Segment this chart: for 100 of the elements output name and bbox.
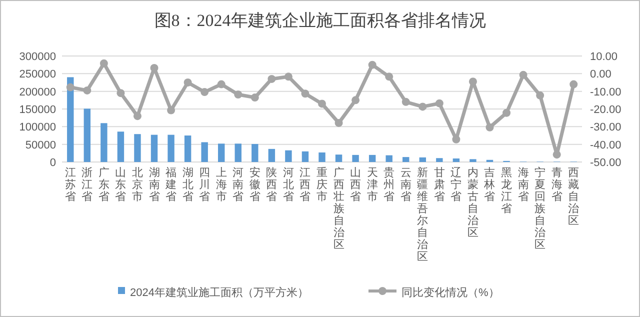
point (100, 59, 108, 68)
bar (470, 159, 476, 162)
point (133, 112, 142, 120)
point (352, 96, 360, 104)
bar (218, 144, 225, 162)
x-tick-label: 新疆维吾尔自治区 (417, 166, 428, 263)
x-tick-label: 广西壮族自治区 (332, 166, 344, 251)
point (167, 106, 176, 114)
bar (84, 108, 91, 162)
x-tick-label: 四川省 (199, 167, 210, 203)
y-tick-label: 100000 (19, 122, 56, 134)
y2-tick-label: 10.00 (590, 51, 618, 63)
x-tick-label: 河北省 (282, 167, 294, 203)
x-tick-label: 云南省 (400, 167, 412, 203)
point (570, 80, 578, 88)
point (301, 90, 310, 98)
point (418, 102, 427, 111)
x-tick-label: 海南省 (518, 167, 529, 203)
bar (419, 157, 426, 162)
x-tick-label: 天津市 (366, 167, 378, 203)
bar (184, 136, 192, 162)
bar (201, 142, 208, 162)
x-tick-label: 河南省 (232, 167, 244, 203)
bar (335, 154, 342, 162)
x-tick-label: 山东省 (115, 166, 126, 203)
point (83, 86, 92, 94)
y-tick-label: 200000 (19, 86, 56, 98)
x-tick-label: 青海省 (551, 166, 562, 203)
x-tick-label: 安徽省 (249, 166, 260, 203)
x-tick-label: 黑龙江省 (501, 167, 512, 215)
bar (268, 148, 276, 162)
point (184, 78, 192, 86)
bar (452, 158, 460, 162)
y2-tick-label: -50.00 (590, 157, 622, 169)
point (250, 94, 259, 102)
y2-tick-label: -10.00 (590, 86, 622, 98)
y2-tick-label: -20.00 (590, 104, 622, 116)
bar (117, 132, 124, 162)
y2-tick-label: 0.00 (590, 68, 612, 81)
point (268, 74, 276, 83)
x-tick-label: 重庆市 (316, 166, 328, 203)
point (402, 98, 410, 106)
x-tick-label: 陕西省 (266, 167, 278, 203)
bar (318, 152, 326, 162)
point (385, 72, 394, 81)
point (368, 60, 376, 69)
y-tick-label: 150000 (19, 104, 56, 116)
x-tick-label: 甘肃省 (434, 166, 445, 203)
point (435, 99, 444, 108)
point (116, 89, 125, 98)
x-tick-label: 江苏省 (64, 167, 76, 203)
point (552, 150, 561, 159)
bar (402, 157, 410, 162)
point (200, 88, 209, 96)
x-tick-label: 广东省 (98, 166, 110, 203)
x-tick-label: 湖北省 (182, 167, 194, 203)
x-tick-label: 上海市 (216, 166, 227, 203)
x-tick-label: 北京市 (132, 166, 143, 203)
bar (134, 134, 141, 162)
y-tick-label: 300000 (19, 51, 56, 63)
bar (386, 155, 392, 162)
bar (252, 144, 258, 162)
x-tick-label: 福建省 (164, 166, 177, 203)
y-tick-label: 50000 (25, 139, 56, 152)
point (502, 108, 511, 117)
bar (285, 150, 292, 162)
y2-tick-label: -30.00 (590, 122, 622, 134)
legend-label: 2024年建筑业施工面积（万平方米） (130, 286, 308, 299)
bar (352, 154, 359, 162)
bar (302, 151, 309, 162)
point (486, 123, 494, 132)
point (334, 118, 343, 127)
bar (436, 158, 443, 162)
bar (234, 144, 242, 162)
bar (368, 154, 376, 162)
point (536, 91, 544, 100)
point (217, 80, 226, 88)
x-tick-label: 辽宁省 (450, 167, 462, 203)
y-tick-label: 250000 (19, 68, 56, 81)
x-tick-label: 西藏自治区 (568, 167, 580, 227)
y2-tick-label: -40.00 (590, 139, 622, 152)
x-tick-label: 贵州省 (384, 166, 395, 203)
point (519, 70, 528, 79)
point (468, 78, 477, 86)
chart-title: 图8：2024年建筑企业施工面积各省排名情况 (154, 11, 486, 30)
point (284, 72, 292, 81)
point (66, 83, 74, 92)
x-tick-label: 湖南省 (148, 167, 160, 203)
x-tick-label: 吉林省 (483, 166, 496, 203)
x-tick-label: 宁夏回族自治区 (534, 166, 546, 251)
x-tick-label: 山西省 (350, 166, 362, 203)
x-tick-label: 浙江省 (82, 166, 93, 203)
x-tick-label: 内蒙古自治区 (467, 166, 478, 239)
point (234, 90, 242, 99)
bar (168, 134, 174, 162)
y-tick-label: 0 (50, 157, 56, 169)
bar (100, 123, 108, 162)
x-tick-label: 江西省 (300, 167, 311, 203)
point (318, 100, 326, 108)
legend-label: 同比变化情况（%） (401, 286, 500, 299)
